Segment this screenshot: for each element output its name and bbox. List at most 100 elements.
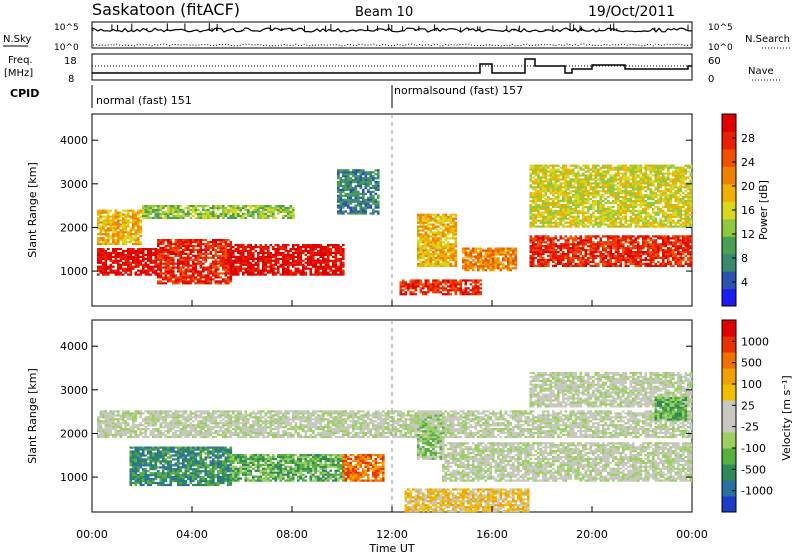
data-cell [412,285,415,288]
data-cell [607,245,610,248]
data-cell [514,267,518,270]
data-cell [554,213,558,216]
data-cell [417,243,420,246]
data-cell [449,215,453,218]
data-cell [682,239,685,242]
data-cell [99,259,103,262]
data-cell [419,229,423,232]
data-cell [614,176,618,179]
data-cell [567,237,570,240]
data-cell [602,215,605,218]
data-cell [227,239,230,242]
data-cell [637,262,640,265]
data-cell [629,247,633,250]
data-cell [587,215,590,218]
data-cell [637,243,640,246]
data-cell [639,260,643,263]
data-cell [222,256,225,259]
data-cell [594,172,598,175]
data-cell [269,205,273,208]
data-cell [404,291,408,294]
data-cell [687,243,690,246]
data-cell [252,263,255,266]
data-cell [214,262,218,265]
data-cell [642,253,645,256]
data-cell [179,244,183,248]
data-cell [367,184,370,188]
data-cell [602,194,605,197]
data-cell [224,262,228,265]
data-cell [342,263,345,266]
data-cell [619,182,623,185]
data-cell [509,263,513,266]
data-cell [567,180,570,183]
data-cell [194,278,198,281]
data-cell [494,267,498,270]
data-cell [272,246,275,249]
data-cell [622,203,625,207]
data-cell [227,212,230,215]
data-cell [214,280,218,283]
data-cell [689,253,693,256]
data-cell [112,249,115,253]
data-cell [464,261,468,264]
data-cell [427,253,430,256]
data-cell [549,217,553,220]
data-cell [194,276,198,279]
data-cell [584,166,588,169]
data-cell [319,261,323,264]
data-cell [159,216,163,219]
data-cell [529,178,533,181]
data-cell [102,261,105,264]
data-cell [417,254,420,258]
data-cell [582,241,585,244]
data-cell [132,225,135,228]
data-cell [199,252,203,255]
data-cell [337,251,340,255]
data-cell [172,242,175,246]
data-cell [472,281,475,284]
data-cell [172,206,175,210]
data-cell [609,247,613,250]
data-cell [567,168,570,171]
data-cell [189,216,193,219]
data-cell [439,283,443,286]
data-cell [202,214,205,217]
data-cell [162,250,165,253]
data-cell [414,285,418,288]
data-cell [484,269,488,272]
data-cell [607,186,610,189]
data-cell [219,250,223,253]
data-cell [134,219,138,222]
freq-tick-18: 18 [64,56,77,67]
data-cell [274,244,278,247]
data-cell [222,262,225,265]
data-cell [224,244,228,248]
data-cell [304,249,308,253]
data-cell [144,263,148,266]
data-cell [122,251,125,255]
data-cell [422,221,425,224]
data-cell [147,263,150,266]
data-cell [677,264,680,267]
data-cell [142,205,145,208]
data-cell [637,253,640,256]
data-cell [132,265,135,268]
data-cell [99,225,103,228]
data-cell [504,257,508,260]
data-cell [127,257,130,260]
data-cell [144,257,148,260]
data-cell [324,257,328,260]
data-cell [217,262,220,265]
data-cell [532,180,535,183]
data-cell [227,266,230,269]
data-cell [229,269,233,272]
data-cell [612,245,615,248]
data-cell [109,259,113,262]
data-cell [139,219,143,222]
data-cell [334,265,338,268]
data-cell [639,256,643,260]
data-cell [594,182,598,185]
data-cell [249,257,253,260]
data-cell [212,254,215,257]
